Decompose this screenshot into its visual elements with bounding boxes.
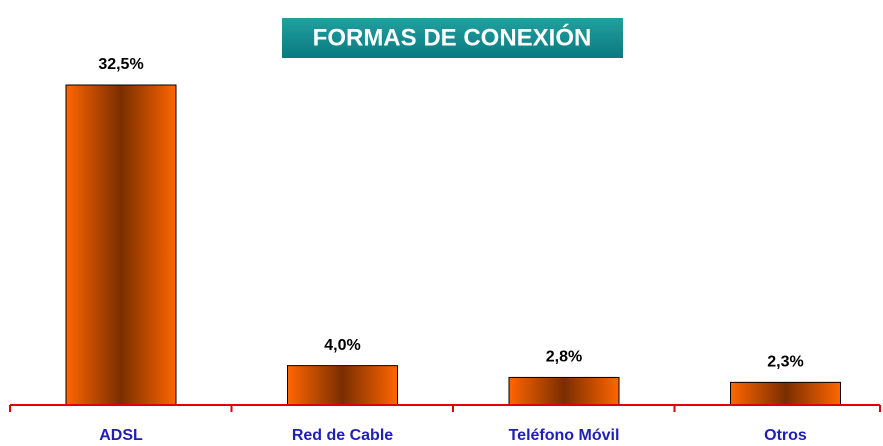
title-box <box>282 18 623 58</box>
value-label: 4,0% <box>324 337 360 354</box>
x-tick-label: Red de Cable <box>292 427 393 444</box>
bar <box>508 376 620 406</box>
bar <box>65 84 177 406</box>
bar <box>287 365 398 406</box>
chart-title: FORMAS DE CONEXIÓN <box>313 23 592 51</box>
value-label: 2,3% <box>767 354 803 371</box>
bar <box>730 381 841 406</box>
x-tick-label: ADSL <box>99 427 143 444</box>
x-tick-label: Otros <box>764 427 807 444</box>
value-label: 32,5% <box>98 56 143 73</box>
x-tick-label: Teléfono Móvil <box>509 427 620 444</box>
value-label: 2,8% <box>546 349 582 366</box>
